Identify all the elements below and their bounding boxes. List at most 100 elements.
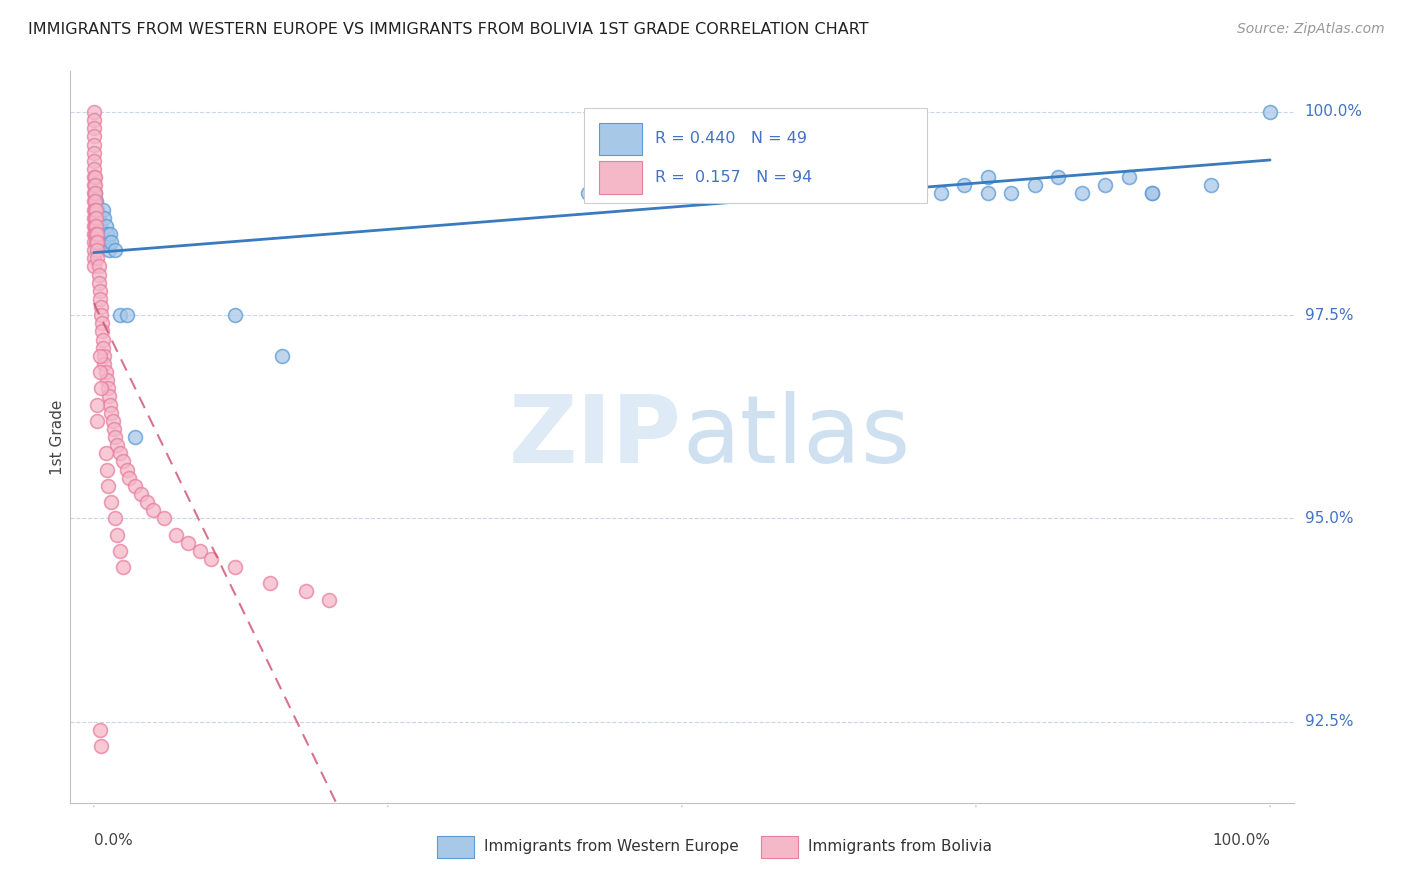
Point	[108, 544, 131, 558]
Point	[671, 178, 693, 193]
Point	[224, 560, 246, 574]
Point	[96, 373, 118, 387]
Point	[96, 227, 118, 241]
Point	[91, 333, 114, 347]
Point	[717, 186, 740, 201]
Point	[83, 227, 105, 241]
Point	[765, 169, 787, 184]
Point	[84, 219, 107, 233]
Point	[647, 178, 669, 193]
Point	[104, 243, 127, 257]
Point	[153, 511, 176, 525]
Point	[86, 202, 108, 217]
Point	[124, 430, 146, 444]
Point	[90, 300, 112, 314]
Point	[89, 292, 111, 306]
Point	[84, 178, 107, 193]
Point	[318, 592, 340, 607]
Point	[89, 219, 111, 233]
Point	[811, 178, 834, 193]
Point	[83, 137, 105, 152]
Point	[165, 527, 187, 541]
Point	[124, 479, 146, 493]
Point	[83, 260, 105, 274]
Point	[97, 381, 120, 395]
Point	[976, 169, 998, 184]
Point	[83, 194, 105, 209]
Point	[89, 349, 111, 363]
Point	[294, 584, 316, 599]
FancyBboxPatch shape	[762, 836, 799, 858]
Point	[1258, 105, 1281, 120]
Point	[104, 511, 127, 525]
Point	[86, 243, 108, 257]
Point	[84, 219, 107, 233]
Point	[83, 252, 105, 266]
Point	[84, 211, 107, 225]
Text: Immigrants from Western Europe: Immigrants from Western Europe	[484, 839, 738, 855]
Point	[835, 169, 858, 184]
Point	[90, 227, 112, 241]
Point	[177, 535, 200, 549]
Point	[135, 495, 157, 509]
Point	[83, 121, 105, 136]
Point	[83, 113, 105, 128]
Text: Immigrants from Bolivia: Immigrants from Bolivia	[808, 839, 991, 855]
Text: R = 0.440   N = 49: R = 0.440 N = 49	[655, 131, 807, 146]
Point	[93, 349, 115, 363]
Point	[1024, 178, 1046, 193]
Point	[112, 454, 135, 468]
Point	[98, 243, 121, 257]
Point	[905, 169, 928, 184]
Point	[84, 227, 107, 241]
FancyBboxPatch shape	[437, 836, 474, 858]
Point	[98, 389, 121, 403]
Point	[91, 316, 114, 330]
Point	[91, 202, 114, 217]
Point	[93, 357, 115, 371]
Point	[100, 495, 122, 509]
Point	[142, 503, 165, 517]
Point	[83, 235, 105, 249]
Point	[84, 227, 107, 241]
Point	[1199, 178, 1222, 193]
Point	[118, 471, 141, 485]
Point	[90, 739, 112, 753]
Point	[100, 406, 122, 420]
Point	[100, 235, 122, 249]
Y-axis label: 1st Grade: 1st Grade	[49, 400, 65, 475]
Point	[91, 341, 114, 355]
FancyBboxPatch shape	[599, 161, 641, 194]
Point	[129, 487, 152, 501]
FancyBboxPatch shape	[599, 122, 641, 155]
Point	[741, 178, 763, 193]
Point	[83, 211, 105, 225]
Text: R =  0.157   N = 94: R = 0.157 N = 94	[655, 169, 813, 185]
Point	[83, 202, 105, 217]
Point	[929, 186, 952, 201]
Point	[1070, 186, 1092, 201]
Text: 95.0%: 95.0%	[1305, 511, 1353, 526]
Point	[108, 446, 131, 460]
Point	[83, 219, 105, 233]
Point	[89, 365, 111, 379]
Point	[86, 398, 108, 412]
Point	[612, 186, 634, 201]
Point	[84, 235, 107, 249]
Point	[84, 202, 107, 217]
Point	[115, 462, 138, 476]
Point	[83, 178, 105, 193]
Point	[953, 178, 976, 193]
Point	[859, 186, 882, 201]
Point	[84, 211, 107, 225]
Point	[108, 308, 131, 322]
Point	[271, 349, 294, 363]
Point	[83, 169, 105, 184]
Point	[97, 479, 120, 493]
Point	[84, 186, 107, 201]
Point	[83, 186, 105, 201]
Point	[94, 219, 117, 233]
Point	[115, 308, 138, 322]
Text: 0.0%: 0.0%	[94, 833, 132, 848]
Text: Source: ZipAtlas.com: Source: ZipAtlas.com	[1237, 22, 1385, 37]
